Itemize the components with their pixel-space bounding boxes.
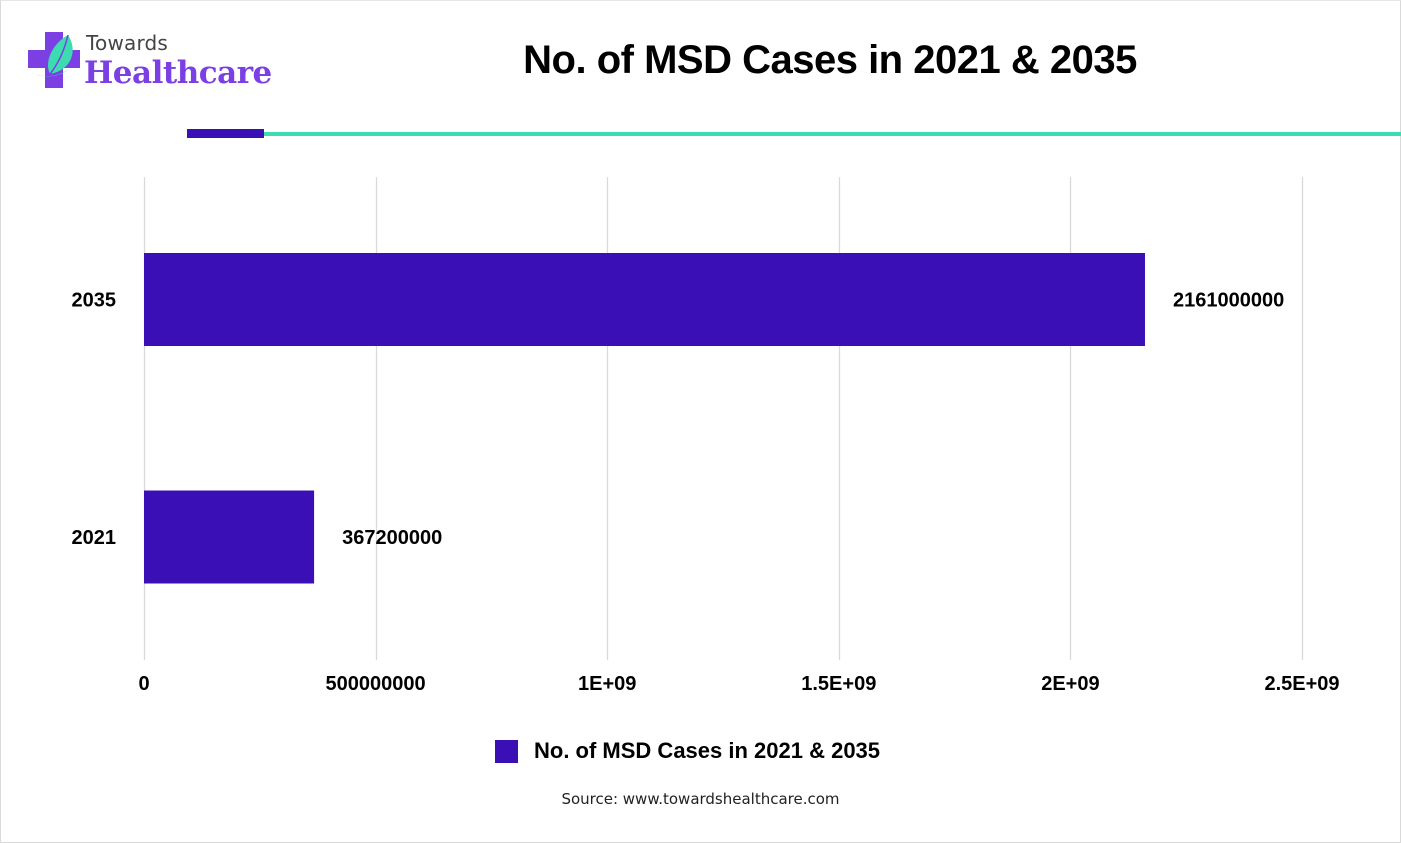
source-note: Source: www.towardshealthcare.com bbox=[561, 790, 840, 808]
data-label-2035: 2161000000 bbox=[1173, 290, 1284, 312]
bars bbox=[144, 253, 1145, 584]
x-tick-label: 2.5E+09 bbox=[1264, 673, 1339, 695]
bar-2035 bbox=[144, 253, 1145, 346]
category-label-2021: 2021 bbox=[72, 527, 117, 549]
legend-label: No. of MSD Cases in 2021 & 2035 bbox=[534, 738, 881, 763]
chart-title: No. of MSD Cases in 2021 & 2035 bbox=[523, 38, 1137, 82]
x-tick-label: 500000000 bbox=[326, 673, 426, 695]
data-labels: 2161000000 367200000 bbox=[342, 290, 1284, 550]
brand-name-towards: Towards bbox=[86, 31, 169, 55]
category-label-2035: 2035 bbox=[72, 290, 117, 312]
gridlines bbox=[143, 177, 1304, 660]
medical-cross-leaf-icon bbox=[28, 32, 80, 88]
x-tick-label: 2E+09 bbox=[1041, 673, 1099, 695]
bar-2021 bbox=[144, 490, 315, 584]
legend: No. of MSD Cases in 2021 & 2035 bbox=[495, 736, 880, 766]
x-tick-label: 0 bbox=[138, 673, 149, 695]
brand-name-healthcare: Healthcare bbox=[84, 55, 272, 91]
category-labels: 2035 2021 bbox=[72, 290, 117, 550]
x-tick-label: 1E+09 bbox=[578, 673, 636, 695]
brand-logo: Towards Healthcare bbox=[26, 30, 272, 100]
data-label-2021: 367200000 bbox=[342, 527, 442, 549]
header-divider-line bbox=[264, 132, 1401, 136]
x-tick-labels: 0 500000000 1E+09 1.5E+09 2E+09 2.5E+09 bbox=[138, 673, 1339, 695]
legend-swatch bbox=[495, 739, 518, 763]
header-accent-bar bbox=[187, 129, 264, 138]
x-tick-label: 1.5E+09 bbox=[801, 673, 876, 695]
